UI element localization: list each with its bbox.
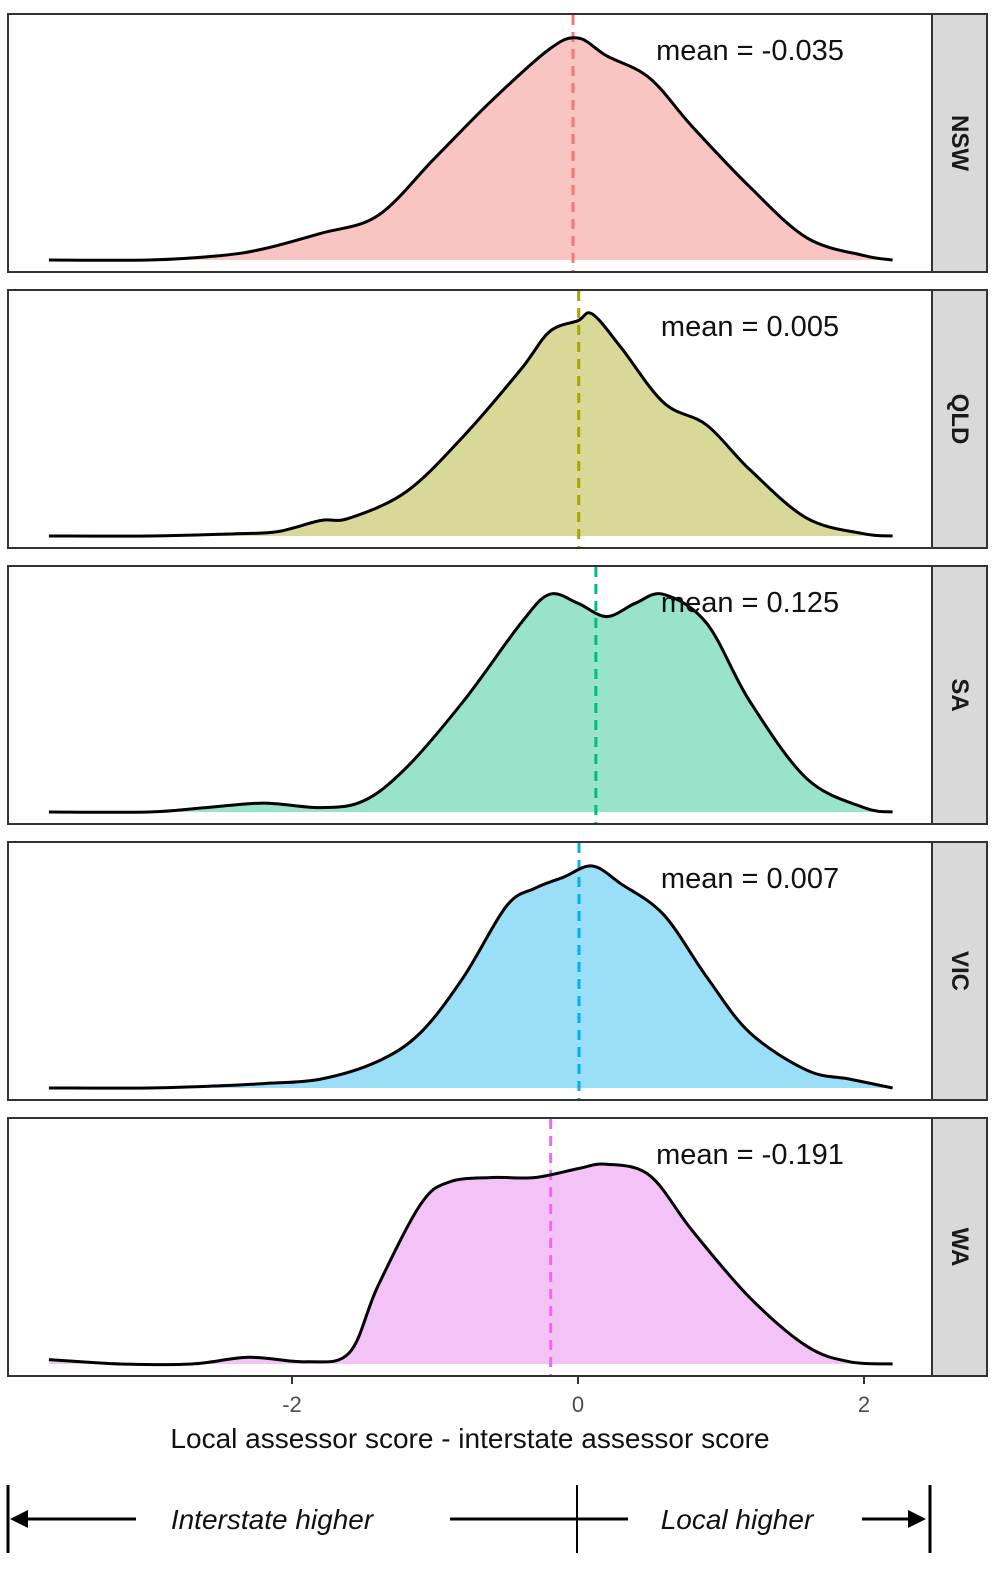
density-curve — [48, 592, 893, 814]
mean-label: mean = 0.007 — [661, 863, 839, 895]
density-area — [48, 312, 893, 537]
facet-strip-label: SA — [946, 678, 973, 711]
panel-vic: mean = 0.007 VIC — [7, 841, 988, 1101]
interstate-higher-label: Interstate higher — [171, 1504, 375, 1535]
direction-annotation: Interstate higher Local higher — [6, 1485, 932, 1553]
density-area — [48, 865, 893, 1089]
mean-label: mean = -0.035 — [656, 35, 844, 67]
x-tick-label: -2 — [282, 1392, 302, 1417]
right-arrow-icon — [908, 1510, 926, 1528]
mean-label: mean = -0.191 — [656, 1139, 844, 1171]
x-tick-label: 2 — [858, 1392, 870, 1417]
mean-label: mean = 0.005 — [661, 311, 839, 343]
facet-strip — [931, 841, 988, 1101]
x-tick-label: 0 — [572, 1392, 584, 1417]
density-curve — [48, 36, 893, 262]
mean-label: mean = 0.125 — [661, 587, 839, 619]
facet-strip — [931, 565, 988, 825]
facet-strip-label: WA — [946, 1228, 973, 1267]
density-area — [48, 1163, 893, 1365]
panel-nsw: mean = -0.035 NSW — [7, 13, 988, 273]
facet-strip — [931, 13, 988, 273]
density-area — [48, 37, 893, 261]
left-arrow-icon — [10, 1510, 28, 1528]
x-ticks: -2 0 2 — [282, 1376, 870, 1417]
facet-strip-label: NSW — [946, 115, 973, 171]
density-curve — [48, 864, 893, 1090]
density-curve — [48, 311, 893, 538]
x-axis-title: Local assessor score - interstate assess… — [170, 1423, 769, 1454]
density-area — [48, 593, 893, 813]
x-axis: -2 0 2 Local assessor score - interstate a… — [170, 1376, 870, 1454]
local-higher-label: Local higher — [661, 1504, 815, 1535]
facet-strip-label: VIC — [946, 951, 973, 991]
facet-strip — [931, 1117, 988, 1377]
facet-strip-label: QLD — [946, 394, 973, 445]
density-curve — [48, 1162, 893, 1367]
panel-wa: mean = -0.191 WA — [7, 1117, 988, 1377]
facet-strip — [931, 289, 988, 549]
panel-sa: mean = 0.125 SA — [7, 565, 988, 825]
panel-qld: mean = 0.005 QLD — [7, 289, 988, 549]
